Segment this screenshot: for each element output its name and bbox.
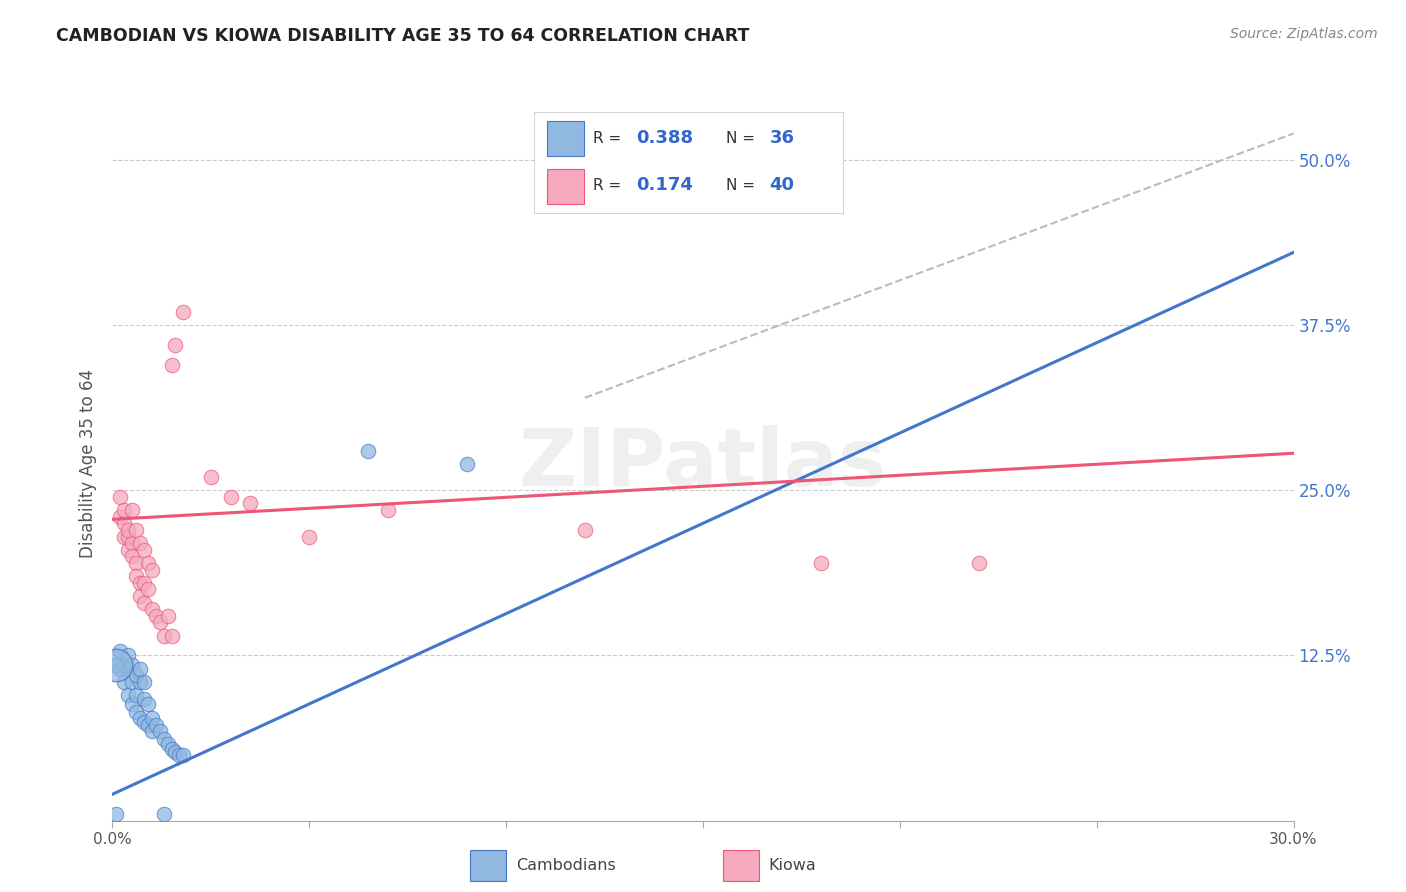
Point [152, 629, 174, 643]
Text: Kiowa: Kiowa [769, 858, 817, 872]
Point [136, 582, 159, 597]
Point [141, 563, 163, 577]
Text: ZIPatlas: ZIPatlas [519, 425, 887, 503]
Point [160, 742, 183, 756]
FancyBboxPatch shape [534, 112, 844, 214]
Point [172, 305, 194, 319]
Point [145, 608, 167, 623]
Point [152, 807, 174, 822]
Point [121, 674, 143, 689]
Point [967, 556, 990, 570]
Point [145, 718, 167, 732]
Point [121, 536, 143, 550]
Point [141, 710, 163, 724]
Point [105, 657, 128, 672]
Text: 0.174: 0.174 [637, 177, 693, 194]
Point [132, 542, 155, 557]
Point [141, 723, 163, 738]
Point [112, 657, 135, 672]
Point [132, 714, 155, 729]
Point [121, 698, 143, 712]
FancyBboxPatch shape [470, 849, 506, 881]
Point [239, 496, 262, 510]
Point [125, 523, 148, 537]
Text: 40: 40 [769, 177, 794, 194]
Point [129, 710, 152, 724]
Point [574, 523, 596, 537]
Point [357, 443, 380, 458]
Point [129, 662, 152, 676]
Point [112, 529, 135, 543]
Point [156, 737, 179, 751]
Point [129, 589, 152, 603]
Point [136, 718, 159, 732]
Text: N =: N = [725, 130, 759, 145]
Point [110, 644, 132, 658]
Point [172, 747, 194, 762]
Point [200, 470, 222, 484]
Point [121, 503, 143, 517]
Point [169, 747, 191, 762]
Point [117, 688, 139, 702]
Point [136, 698, 159, 712]
Point [121, 657, 143, 672]
FancyBboxPatch shape [547, 120, 583, 155]
Text: R =: R = [593, 178, 626, 193]
Point [141, 602, 163, 616]
Point [132, 575, 155, 590]
Point [129, 575, 152, 590]
Point [117, 542, 139, 557]
Point [149, 615, 172, 630]
Point [125, 556, 148, 570]
Point [112, 516, 135, 531]
Point [105, 807, 128, 822]
FancyBboxPatch shape [547, 169, 583, 204]
Point [456, 457, 478, 471]
Point [117, 648, 139, 663]
Point [160, 358, 183, 372]
Point [149, 723, 172, 738]
Point [298, 529, 321, 543]
Point [125, 688, 148, 702]
Point [110, 662, 132, 676]
Point [117, 529, 139, 543]
Point [156, 608, 179, 623]
Point [129, 674, 152, 689]
Point [117, 662, 139, 676]
Point [125, 706, 148, 720]
Point [105, 657, 128, 672]
Point [125, 668, 148, 682]
Text: N =: N = [725, 178, 759, 193]
Point [110, 509, 132, 524]
Text: 0.388: 0.388 [637, 129, 693, 147]
FancyBboxPatch shape [723, 849, 759, 881]
Point [219, 490, 242, 504]
Point [112, 674, 135, 689]
Text: CAMBODIAN VS KIOWA DISABILITY AGE 35 TO 64 CORRELATION CHART: CAMBODIAN VS KIOWA DISABILITY AGE 35 TO … [56, 27, 749, 45]
Point [152, 731, 174, 746]
Point [117, 523, 139, 537]
Point [112, 503, 135, 517]
Point [810, 556, 832, 570]
Y-axis label: Disability Age 35 to 64: Disability Age 35 to 64 [79, 369, 97, 558]
Text: Cambodians: Cambodians [516, 858, 616, 872]
Point [110, 490, 132, 504]
Point [377, 503, 399, 517]
Point [132, 692, 155, 706]
Point [160, 629, 183, 643]
Point [165, 745, 187, 759]
Text: Source: ZipAtlas.com: Source: ZipAtlas.com [1230, 27, 1378, 41]
Text: R =: R = [593, 130, 626, 145]
Point [136, 556, 159, 570]
Point [132, 596, 155, 610]
Point [132, 674, 155, 689]
Point [121, 549, 143, 564]
Point [165, 338, 187, 352]
Point [125, 569, 148, 583]
Text: 36: 36 [769, 129, 794, 147]
Point [129, 536, 152, 550]
